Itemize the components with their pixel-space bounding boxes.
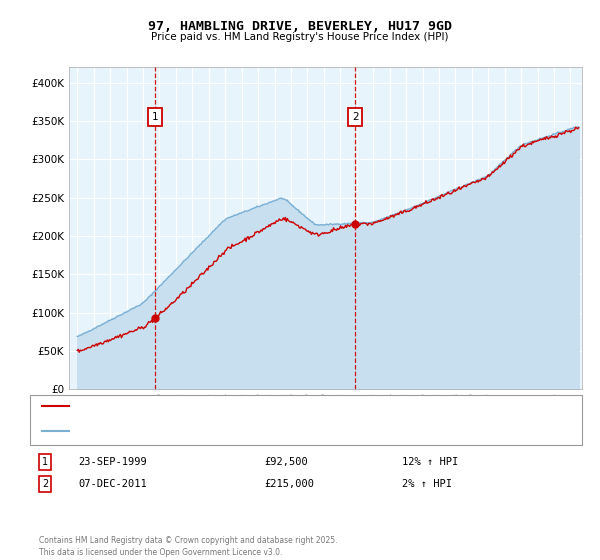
Text: £215,000: £215,000 — [264, 479, 314, 489]
Text: Price paid vs. HM Land Registry's House Price Index (HPI): Price paid vs. HM Land Registry's House … — [151, 32, 449, 43]
Text: 07-DEC-2011: 07-DEC-2011 — [78, 479, 147, 489]
Text: 1: 1 — [42, 457, 48, 467]
Text: 12% ↑ HPI: 12% ↑ HPI — [402, 457, 458, 467]
Text: 2% ↑ HPI: 2% ↑ HPI — [402, 479, 452, 489]
Text: HPI: Average price, detached house, East Riding of Yorkshire: HPI: Average price, detached house, East… — [72, 426, 367, 436]
Text: 2: 2 — [352, 112, 359, 122]
Text: 1: 1 — [152, 112, 158, 122]
Text: 97, HAMBLING DRIVE, BEVERLEY, HU17 9GD (detached house): 97, HAMBLING DRIVE, BEVERLEY, HU17 9GD (… — [72, 401, 379, 411]
Text: £92,500: £92,500 — [264, 457, 308, 467]
Text: 23-SEP-1999: 23-SEP-1999 — [78, 457, 147, 467]
Text: Contains HM Land Registry data © Crown copyright and database right 2025.
This d: Contains HM Land Registry data © Crown c… — [39, 536, 337, 557]
Text: 2: 2 — [42, 479, 48, 489]
Text: 97, HAMBLING DRIVE, BEVERLEY, HU17 9GD: 97, HAMBLING DRIVE, BEVERLEY, HU17 9GD — [148, 20, 452, 32]
